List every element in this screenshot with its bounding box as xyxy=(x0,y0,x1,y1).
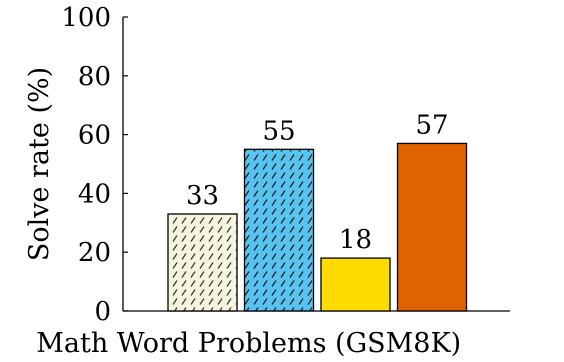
data-labels: 33 55 18 57 xyxy=(186,110,449,255)
y-tick-label: 80 xyxy=(78,62,111,92)
bar-1 xyxy=(167,213,238,312)
y-tick-label: 0 xyxy=(94,297,111,327)
bars xyxy=(167,142,468,312)
data-label-2: 55 xyxy=(262,116,295,146)
bar-3 xyxy=(320,257,391,312)
y-axis-label: Solve rate (%) xyxy=(24,67,55,261)
x-axis-label: Math Word Problems (GSM8K) xyxy=(36,328,461,359)
data-label-1: 33 xyxy=(186,181,219,211)
y-tick-label: 60 xyxy=(78,121,111,151)
y-ticks: 0 20 40 60 80 100 xyxy=(61,3,128,327)
y-tick-label: 100 xyxy=(61,3,111,33)
y-tick-label: 40 xyxy=(78,179,111,209)
bar-2 xyxy=(243,148,315,312)
bar-4 xyxy=(396,142,468,312)
y-tick-label: 20 xyxy=(78,238,111,268)
data-label-4: 57 xyxy=(415,110,448,140)
data-label-3: 18 xyxy=(339,225,372,255)
